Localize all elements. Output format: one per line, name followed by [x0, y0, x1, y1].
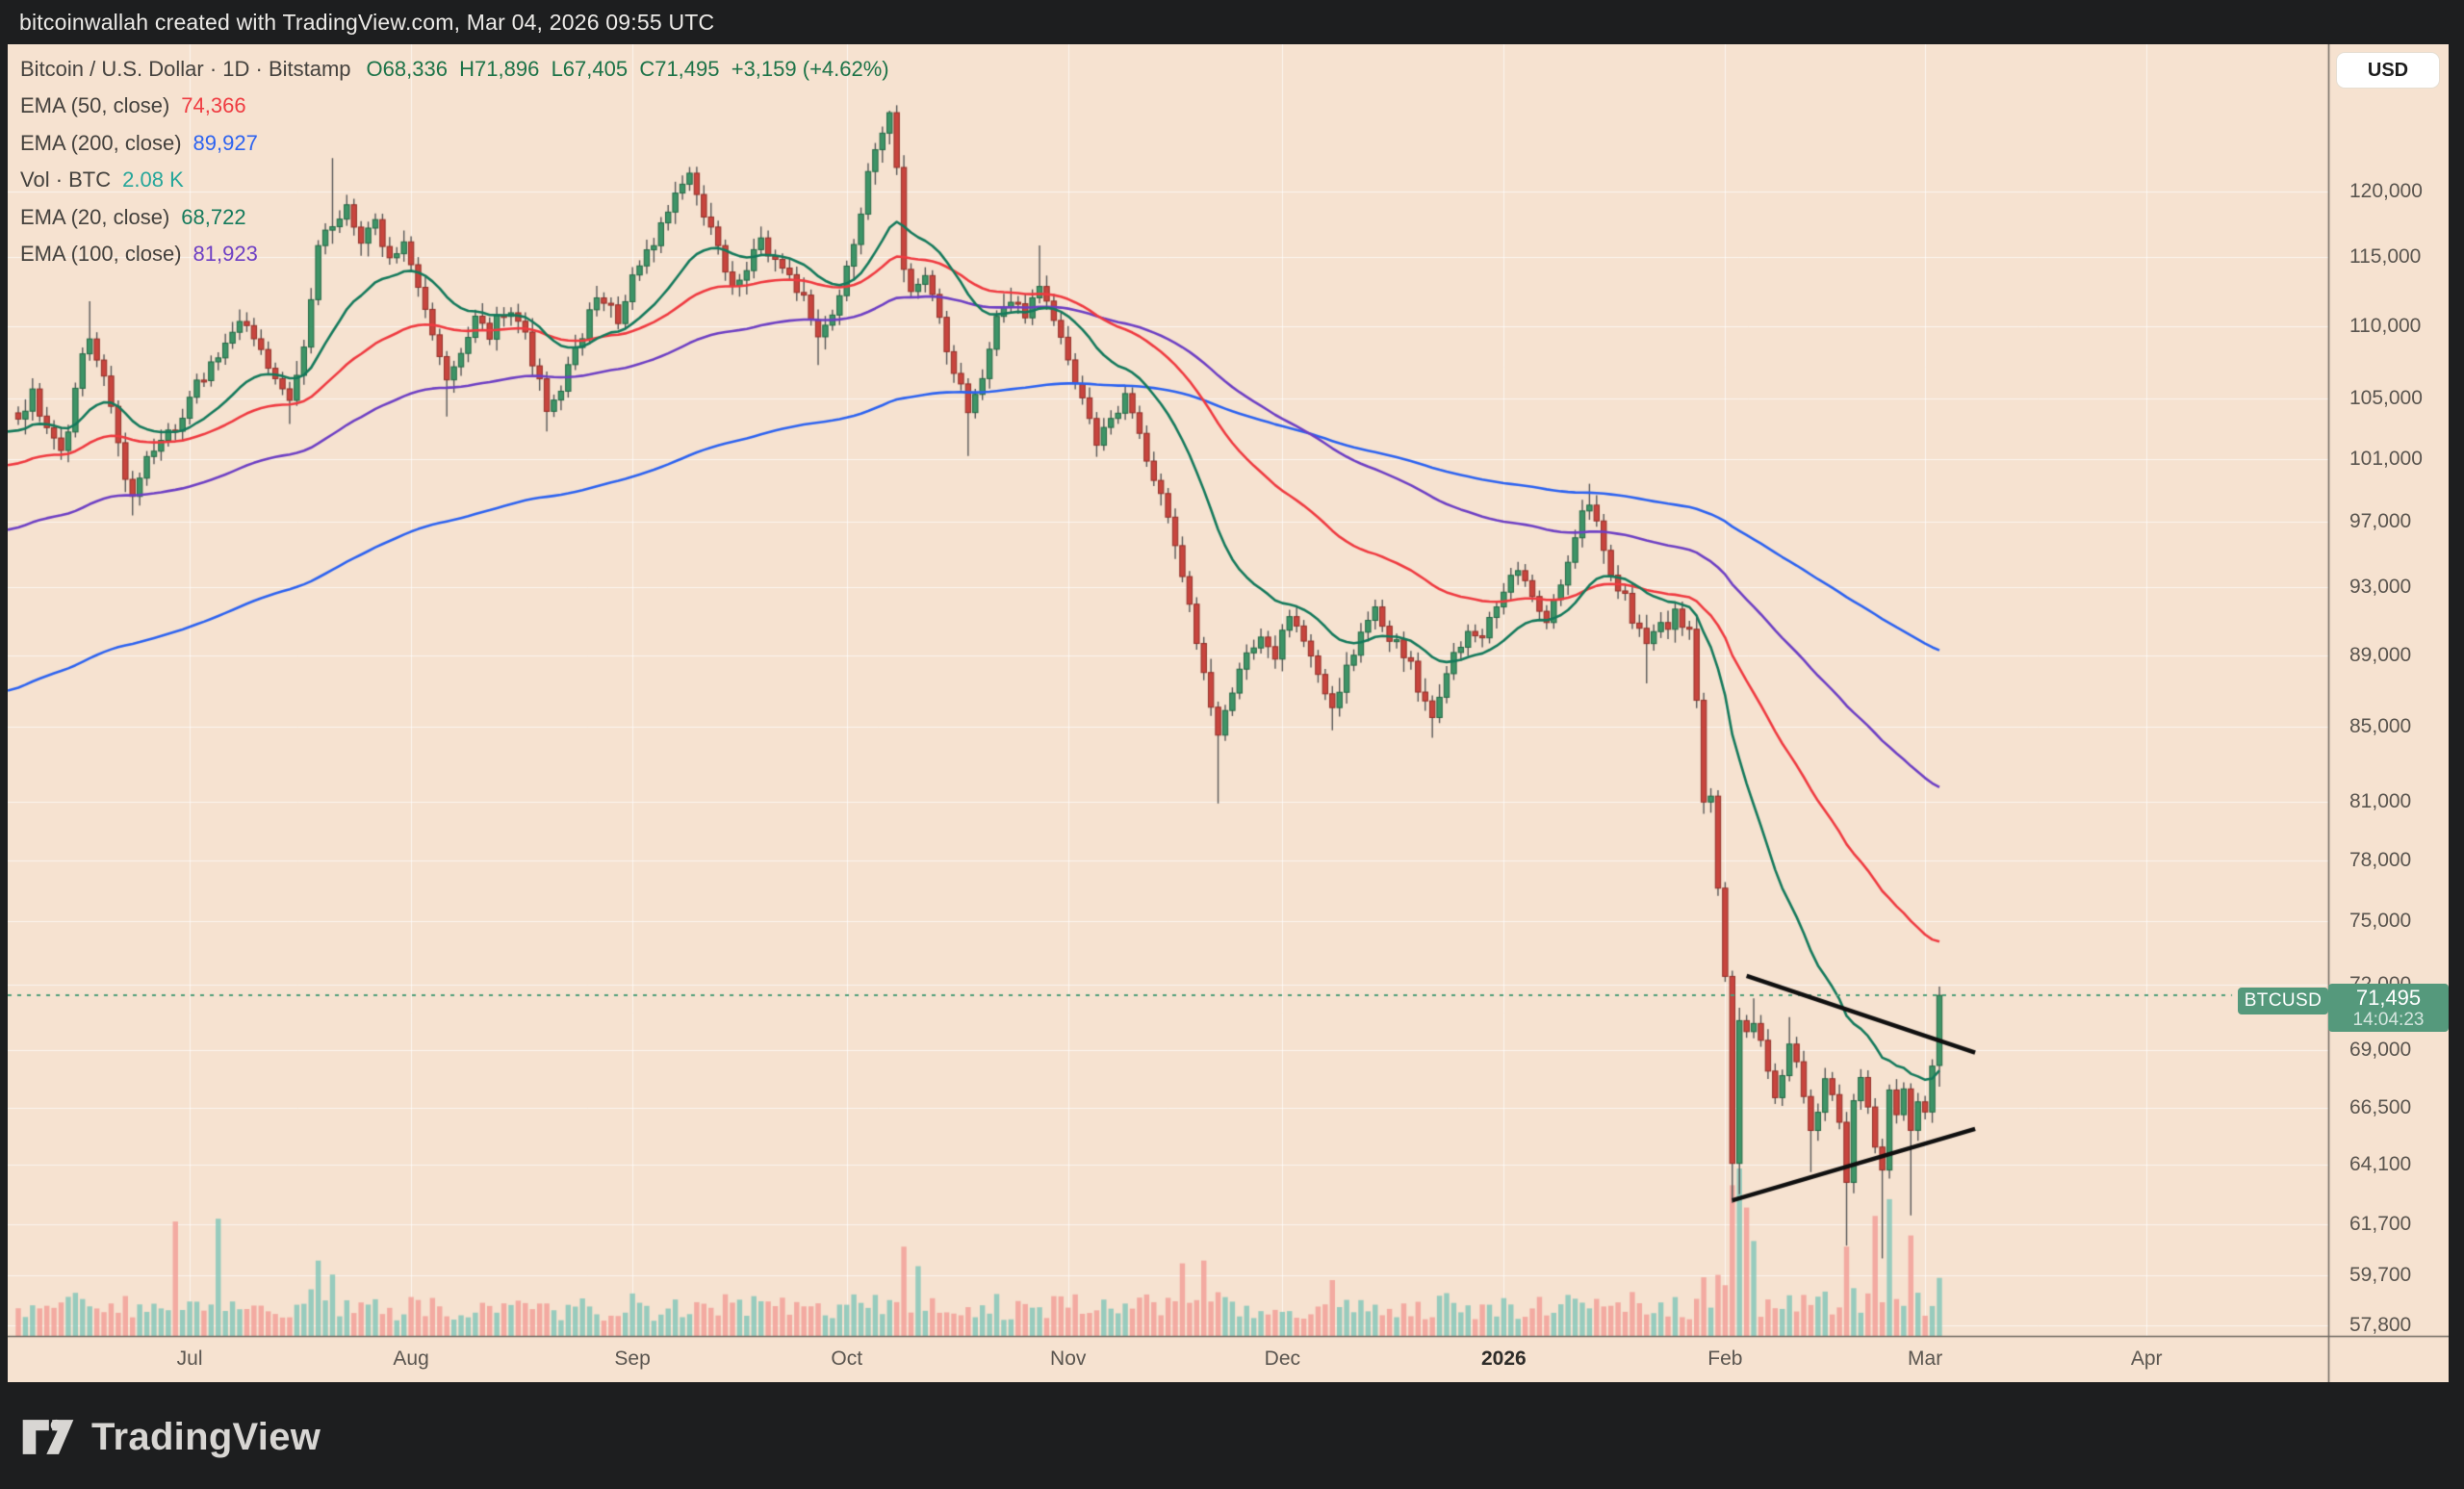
indicator-label[interactable]: EMA (20, close)	[20, 204, 170, 229]
indicator-row-ema100[interactable]: EMA (100, close) 81,923	[20, 236, 889, 273]
indicator-label[interactable]: EMA (100, close)	[20, 242, 182, 267]
indicator-row-ema20[interactable]: EMA (20, close) 68,722	[20, 199, 889, 237]
time-tick-label: Jul	[176, 1348, 203, 1370]
attribution-bar: bitcoinwallah created with TradingView.c…	[0, 0, 2464, 44]
price-tick-label: 61,700	[2349, 1212, 2412, 1235]
attribution-text: bitcoinwallah created with TradingView.c…	[19, 9, 715, 35]
time-tick-label: Aug	[393, 1348, 429, 1370]
indicator-value: 81,923	[192, 242, 258, 267]
time-tick-label: Apr	[2130, 1348, 2163, 1370]
indicator-value: 74,366	[181, 93, 246, 118]
time-axis[interactable]: Jul Aug Sep Oct Nov Dec 2026 Feb Mar Apr	[8, 1336, 2328, 1382]
price-tick-label: 101,000	[2349, 447, 2423, 470]
price-tick-label: 97,000	[2349, 510, 2412, 533]
tradingview-wordmark: TradingView	[91, 1415, 321, 1458]
tradingview-logo[interactable]: TradingView	[21, 1413, 321, 1461]
price-tick-label: 81,000	[2349, 789, 2412, 812]
price-tick-label: 59,700	[2349, 1263, 2412, 1286]
price-tick-label: 85,000	[2349, 715, 2412, 738]
symbol-title-row[interactable]: Bitcoin / U.S. Dollar · 1D · Bitstamp O6…	[20, 50, 889, 88]
time-tick-label: Nov	[1050, 1348, 1087, 1370]
indicator-row-ema50[interactable]: EMA (50, close) 74,366	[20, 88, 889, 125]
price-tick-label: 64,100	[2349, 1153, 2412, 1176]
price-tick-label: 89,000	[2349, 643, 2412, 666]
price-tick-label: 78,000	[2349, 848, 2412, 871]
price-tick-label: 93,000	[2349, 575, 2412, 598]
time-tick-label: Sep	[614, 1348, 651, 1370]
time-tick-label: Feb	[1707, 1348, 1743, 1370]
price-tick-label: 57,800	[2349, 1314, 2412, 1337]
time-tick-label: Dec	[1264, 1348, 1301, 1370]
price-axis[interactable]: 120,000 115,000 110,000 105,000 101,000 97,00…	[2328, 44, 2449, 1336]
currency-usd-button[interactable]: USD	[2336, 52, 2440, 89]
last-price-badge: 71,495 14:04:23	[2328, 984, 2449, 1032]
ohlc-values: O68,336 H71,896 L67,405 C71,495 +3,159 (…	[366, 56, 889, 81]
price-tick-label: 115,000	[2349, 245, 2422, 269]
indicator-label[interactable]: Vol · BTC	[20, 167, 112, 193]
price-tick-label: 69,000	[2349, 1039, 2412, 1062]
price-tick-label: 110,000	[2349, 315, 2422, 338]
indicator-value: 89,927	[192, 130, 258, 155]
price-tick-label: 120,000	[2349, 179, 2423, 202]
time-tick-label: Mar	[1908, 1348, 1943, 1370]
symbol-description[interactable]: Bitcoin / U.S. Dollar · 1D · Bitstamp	[20, 56, 351, 81]
time-tick-label: Oct	[831, 1348, 863, 1370]
indicator-value: 2.08 K	[122, 167, 184, 193]
indicator-label[interactable]: EMA (50, close)	[20, 93, 170, 118]
bar-countdown: 14:04:23	[2352, 1010, 2425, 1030]
price-chart-canvas[interactable]	[8, 44, 2449, 1382]
symbol-price-line-badge: BTCUSD	[2238, 988, 2328, 1014]
tradingview-mark-icon	[22, 1419, 74, 1454]
indicator-label[interactable]: EMA (200, close)	[20, 130, 182, 155]
indicator-value: 68,722	[181, 204, 246, 229]
price-tick-label: 105,000	[2349, 387, 2423, 410]
indicator-row-volume[interactable]: Vol · BTC 2.08 K	[20, 162, 889, 199]
last-price-value: 71,495	[2355, 986, 2422, 1010]
indicator-row-ema200[interactable]: EMA (200, close) 89,927	[20, 125, 889, 163]
chart-legend[interactable]: Bitcoin / U.S. Dollar · 1D · Bitstamp O6…	[20, 50, 889, 273]
price-tick-label: 75,000	[2349, 909, 2412, 932]
time-tick-label: 2026	[1481, 1348, 1527, 1370]
price-tick-label: 66,500	[2349, 1095, 2412, 1118]
chart-panel[interactable]: Bitcoin / U.S. Dollar · 1D · Bitstamp O6…	[8, 44, 2449, 1382]
